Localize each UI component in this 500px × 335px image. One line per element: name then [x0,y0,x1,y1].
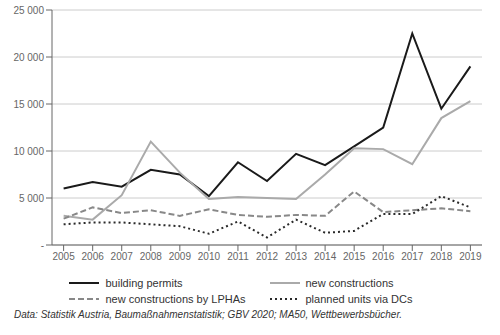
svg-text:25 000: 25 000 [13,5,44,16]
svg-text:2016: 2016 [372,251,395,262]
svg-text:2009: 2009 [169,251,192,262]
html-text:Data: Statistik Austria, Bauma: Data: Statistik Austria, Baumaßnahmensta… [14,309,403,320]
svg-text:15 000: 15 000 [13,99,44,110]
svg-text:2015: 2015 [343,251,366,262]
svg-text:2005: 2005 [52,251,75,262]
svg-text:2011: 2011 [227,251,249,262]
svg-text:10 000: 10 000 [13,146,44,157]
svg-text:2013: 2013 [285,251,308,262]
svg-text:2007: 2007 [111,251,134,262]
svg-text:2014: 2014 [314,251,337,262]
svg-text:2012: 2012 [256,251,279,262]
svg-text:2017: 2017 [401,251,424,262]
svg-text:5 000: 5 000 [19,193,44,204]
svg-text:2006: 2006 [82,251,105,262]
html-text:new constructions by LPHAs: new constructions by LPHAs [105,293,246,305]
svg-text:-: - [41,240,44,251]
svg-text:2008: 2008 [140,251,163,262]
svg-text:2010: 2010 [198,251,221,262]
html-text:new constructions: new constructions [305,277,394,289]
html-text:planned units via DCs: planned units via DCs [305,293,413,305]
svg-text:2018: 2018 [430,251,453,262]
html-text:building permits: building permits [105,277,183,289]
svg-text:20 000: 20 000 [13,52,44,63]
svg-text:2019: 2019 [459,251,482,262]
